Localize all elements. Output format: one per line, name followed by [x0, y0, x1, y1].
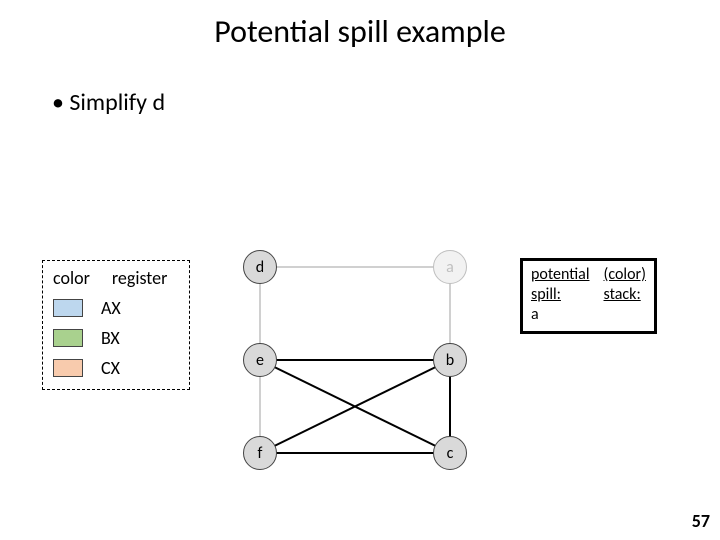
infobox-line: a: [531, 305, 590, 325]
spill-stack-box: potentialspill:a (color)stack:: [520, 258, 657, 334]
bullet-text: Simplify d: [52, 88, 165, 117]
graph-node-a: a: [433, 250, 467, 284]
legend-label: CX: [101, 357, 161, 379]
legend-swatch: [53, 359, 83, 377]
graph-node-b: b: [433, 343, 467, 377]
legend-label: AX: [101, 297, 161, 319]
interference-graph: d a e b f c: [230, 250, 490, 490]
graph-node-c: c: [433, 436, 467, 470]
legend-row: CX: [53, 357, 179, 379]
graph-node-f: f: [243, 436, 277, 470]
graph-node-e: e: [243, 343, 277, 377]
legend-swatch: [53, 329, 83, 347]
legend-swatch: [53, 299, 83, 317]
infobox-heading: (color)stack:: [604, 265, 646, 305]
color-legend: color register AX BX CX: [42, 260, 190, 390]
graph-node-d: d: [243, 250, 277, 284]
legend-row: AX: [53, 297, 179, 319]
legend-row: BX: [53, 327, 179, 349]
legend-header: color register: [53, 267, 179, 289]
infobox-column: (color)stack:: [604, 265, 646, 325]
page-number: 57: [692, 510, 710, 532]
legend-header-color: color: [53, 267, 90, 289]
infobox-heading: potentialspill:: [531, 265, 590, 305]
page-title: Potential spill example: [0, 12, 720, 51]
legend-header-register: register: [112, 267, 168, 289]
legend-label: BX: [101, 327, 161, 349]
infobox-column: potentialspill:a: [531, 265, 590, 325]
